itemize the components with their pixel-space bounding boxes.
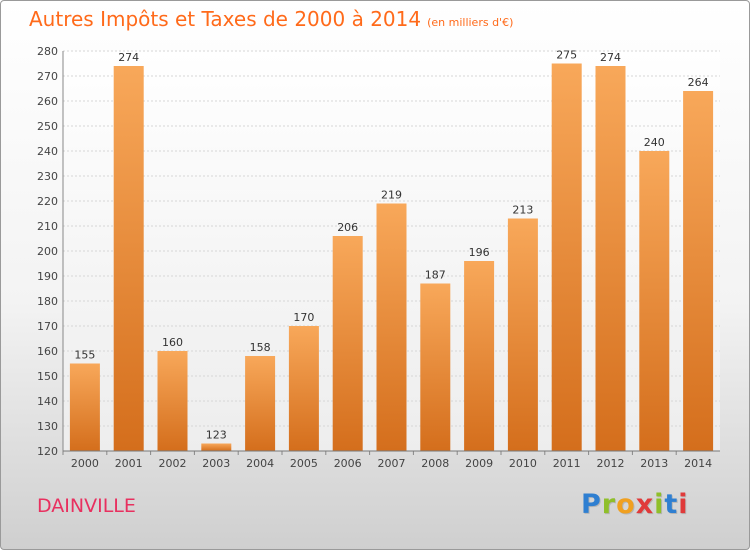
data-label: 264: [688, 76, 709, 89]
y-tick-label: 170: [37, 320, 58, 333]
bar: [288, 326, 319, 451]
logo-letter: x: [635, 489, 655, 520]
data-label: 123: [206, 429, 227, 442]
y-tick-label: 190: [37, 270, 58, 283]
bar: [332, 236, 363, 451]
y-tick-label: 120: [37, 445, 58, 458]
data-label: 213: [512, 204, 533, 217]
logo-letter: P: [581, 489, 602, 520]
logo-letter: i: [678, 489, 689, 520]
y-tick-label: 270: [37, 70, 58, 83]
y-tick-label: 240: [37, 145, 58, 158]
bar: [595, 66, 626, 451]
data-label: 275: [556, 49, 577, 62]
x-tick-label: 2006: [334, 457, 362, 470]
x-axis: 2000 2001 2002 2003 2004 2005 2006 2007 2008 2009…: [62, 451, 712, 470]
x-tick-label: 2014: [684, 457, 712, 470]
bar: [683, 91, 714, 451]
bar: [157, 351, 188, 451]
chart-title: Autres Impôts et Taxes de 2000 à 2014 (en…: [29, 7, 513, 31]
x-tick-label: 2010: [509, 457, 537, 470]
x-tick-label: 2007: [378, 457, 406, 470]
x-tick-label: 2004: [246, 457, 274, 470]
y-tick-label: 220: [37, 195, 58, 208]
data-label: 240: [644, 136, 665, 149]
logo-letter: r: [601, 489, 617, 520]
bars: 155 274 160 123 158 170 206 219 187 196 213 275 274 2…: [69, 49, 714, 451]
y-tick-label: 210: [37, 220, 58, 233]
y-axis: 120 130 140 150 160 170 180 190 200 210 220 230 240 2…: [37, 45, 64, 458]
y-tick-label: 160: [37, 345, 58, 358]
x-tick-label: 2002: [159, 457, 187, 470]
y-tick-label: 180: [37, 295, 58, 308]
x-tick-label: 2012: [597, 457, 625, 470]
bar: [201, 443, 232, 451]
bar: [551, 63, 582, 451]
data-label: 274: [600, 51, 621, 64]
x-tick-label: 2009: [465, 457, 493, 470]
bar: [639, 151, 670, 451]
y-tick-label: 230: [37, 170, 58, 183]
commune-name: DAINVILLE: [37, 495, 136, 517]
chart-title-text: Autres Impôts et Taxes de 2000 à 2014: [29, 7, 422, 31]
data-label: 160: [162, 336, 183, 349]
y-tick-label: 280: [37, 45, 58, 58]
y-tick-label: 140: [37, 395, 58, 408]
bar: [376, 203, 407, 451]
x-tick-label: 2011: [553, 457, 581, 470]
logo-letter: t: [664, 489, 679, 520]
y-tick-label: 260: [37, 95, 58, 108]
data-label: 274: [118, 51, 139, 64]
data-label: 170: [293, 311, 314, 324]
y-tick-label: 250: [37, 120, 58, 133]
data-label: 187: [425, 269, 446, 282]
x-tick-label: 2000: [71, 457, 99, 470]
x-tick-label: 2001: [115, 457, 143, 470]
bar: [464, 261, 495, 451]
logo-letter: o: [616, 489, 636, 520]
bar: [69, 363, 100, 451]
data-label: 206: [337, 221, 358, 234]
y-tick-label: 130: [37, 420, 58, 433]
logo-letter: i: [654, 489, 665, 520]
bar: [420, 283, 451, 451]
x-tick-label: 2008: [421, 457, 449, 470]
x-tick-label: 2013: [640, 457, 668, 470]
data-label: 196: [469, 246, 490, 259]
x-tick-label: 2005: [290, 457, 318, 470]
data-label: 155: [74, 349, 95, 362]
proxiti-logo: Proxiti: [581, 489, 689, 520]
y-tick-label: 200: [37, 245, 58, 258]
data-label: 219: [381, 189, 402, 202]
data-label: 158: [250, 341, 271, 354]
x-tick-label: 2003: [202, 457, 230, 470]
bar: [245, 356, 276, 451]
y-tick-label: 150: [37, 370, 58, 383]
bar: [113, 66, 144, 451]
unit-label: (en milliers d'€): [427, 16, 514, 29]
bar: [507, 218, 538, 451]
